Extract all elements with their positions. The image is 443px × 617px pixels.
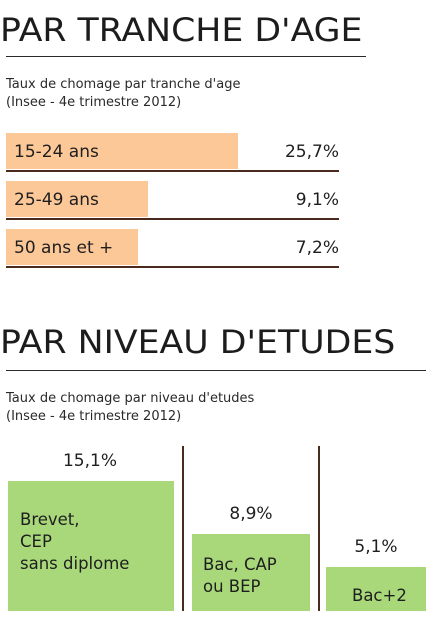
- age-subtitle-line1: Taux de chomage par tranche d'age: [6, 77, 241, 92]
- age-row-divider: [6, 218, 339, 220]
- age-category-label: 25-49 ans: [14, 190, 99, 210]
- study-bar: [326, 567, 426, 611]
- age-row-divider: [6, 266, 339, 268]
- age-value-label: 25,7%: [284, 142, 339, 162]
- age-bar: [6, 229, 138, 265]
- age-title-rule: [6, 56, 366, 57]
- study-bar: [192, 534, 310, 611]
- age-subtitle-line2: (Insee - 4e trimestre 2012): [6, 95, 182, 110]
- study-title-rule: [6, 370, 426, 371]
- age-value-label: 7,2%: [295, 238, 339, 258]
- age-bar: [6, 181, 148, 217]
- age-row: 50 ans et + 7,2%: [6, 226, 339, 268]
- age-bar: [6, 133, 238, 169]
- age-row: 25-49 ans 9,1%: [6, 178, 339, 220]
- study-value-label: 5,1%: [354, 537, 398, 558]
- study-bar: [8, 481, 174, 611]
- study-column-separator: [182, 446, 184, 611]
- age-row-divider: [6, 170, 339, 172]
- age-value-label: 9,1%: [295, 190, 339, 210]
- age-category-label: 50 ans et +: [14, 238, 114, 258]
- study-column-separator: [318, 446, 320, 611]
- age-section-title: PAR TRANCHE D'AGE: [0, 11, 363, 49]
- study-value-label: 15,1%: [62, 451, 117, 471]
- age-row: 15-24 ans 25,7%: [6, 130, 339, 172]
- study-subtitle-line1: Taux de chomage par niveau d'etudes: [6, 391, 255, 406]
- age-category-label: 15-24 ans: [14, 142, 99, 162]
- study-category-label: Bac+2: [352, 586, 407, 606]
- study-value-label: 8,9%: [229, 504, 273, 525]
- study-section-title: PAR NIVEAU D'ETUDES: [0, 323, 396, 361]
- study-category-label: Bac, CAP ou BEP: [203, 555, 277, 597]
- study-subtitle-line2: (Insee - 4e trimestre 2012): [6, 409, 182, 424]
- study-category-label: Brevet, CEP sans diplome: [20, 510, 130, 573]
